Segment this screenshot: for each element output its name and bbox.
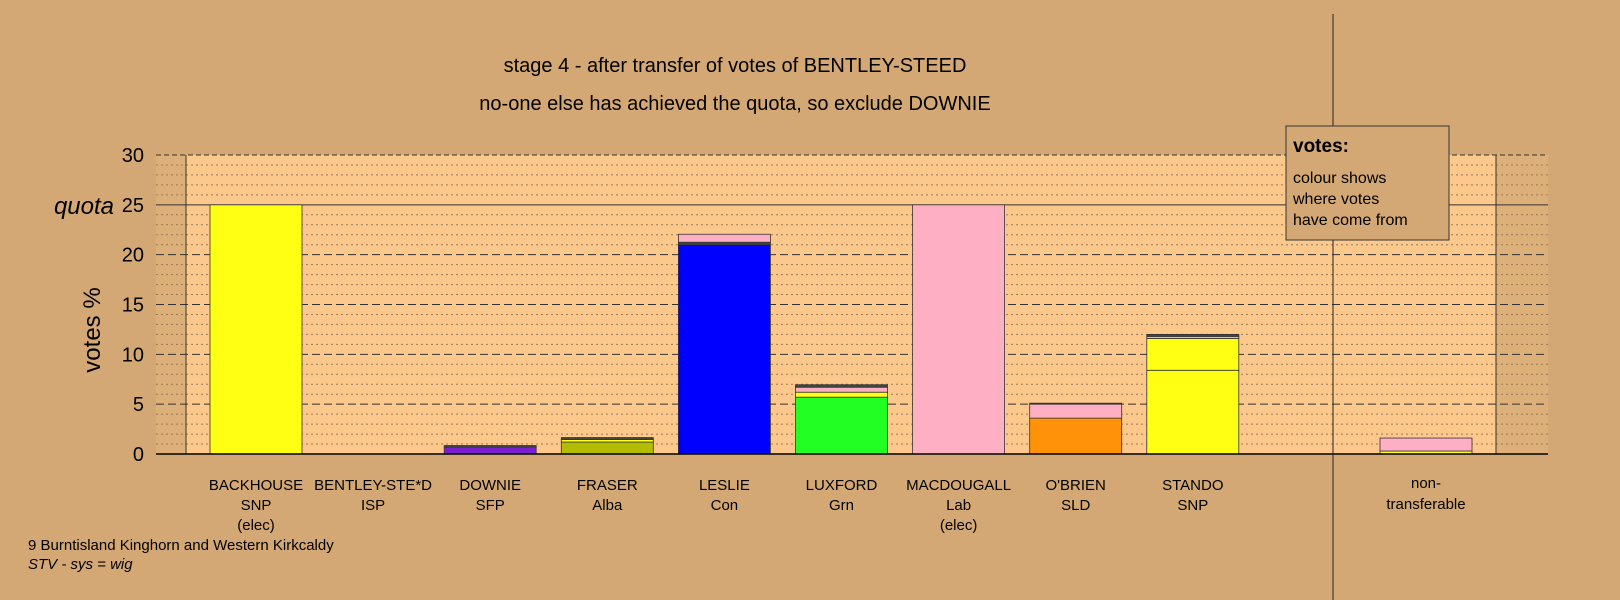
bar [1029, 402, 1123, 455]
x-tick-label: Con [711, 497, 739, 514]
bar-segment [678, 244, 771, 455]
legend-line: colour shows [1293, 170, 1386, 187]
bar-segment [209, 204, 303, 455]
footer-ward: 9 Burntisland Kinghorn and Western Kirkc… [28, 537, 334, 554]
bar-segment [560, 437, 654, 440]
y-axis: 0 5 10 15 20 25 30 [122, 145, 144, 466]
quota-label: quota [54, 193, 114, 220]
nontransferable-label: non- [1411, 475, 1441, 492]
x-tick-label: FRASER [577, 477, 638, 494]
bar [912, 204, 1005, 455]
y-tick-label: 10 [122, 344, 144, 366]
x-tick-label: O'BRIEN [1046, 477, 1106, 494]
x-tick-label: ISP [361, 497, 385, 514]
bar [560, 437, 654, 455]
footer-system: STV - sys = wig [28, 556, 133, 573]
bar [443, 445, 537, 455]
bar-segment [560, 441, 654, 455]
legend: votes: colour shows where votes have com… [1285, 125, 1450, 241]
x-tick-label: DOWNIE [459, 477, 521, 494]
chart-title: stage 4 - after transfer of votes of BEN… [504, 55, 967, 77]
bar [678, 233, 771, 455]
legend-line: where votes [1292, 191, 1379, 208]
y-tick-label: 20 [122, 245, 144, 267]
bar-segment [1029, 403, 1123, 419]
legend-box [1285, 125, 1450, 241]
bar-segment [1146, 369, 1240, 455]
y-tick-label: 30 [122, 145, 144, 167]
x-tick-label: (elec) [237, 517, 275, 534]
x-tick-label: SNP [241, 497, 272, 514]
x-tick-label: Alba [592, 497, 623, 514]
nontransferable-label: transferable [1386, 496, 1465, 513]
bar-segment [443, 446, 537, 455]
x-tick-label: MACDOUGALL [906, 477, 1011, 494]
bars [209, 204, 1473, 455]
bar-segment [1029, 417, 1123, 455]
chart-subtitle: no-one else has achieved the quota, so e… [479, 93, 990, 115]
bar [795, 384, 888, 455]
bar-segment [1146, 337, 1240, 371]
bar-segment [678, 233, 771, 243]
bar-segment [795, 384, 888, 388]
bar-segment [443, 445, 537, 448]
x-tick-label: BENTLEY-STE*D [314, 477, 432, 494]
bar-segment [795, 391, 888, 398]
y-axis-title: votes % [79, 287, 106, 372]
x-tick-label: Grn [829, 497, 854, 514]
x-tick-label: SFP [476, 497, 505, 514]
x-tick-label: (elec) [940, 517, 978, 534]
bar-segment [1029, 402, 1123, 405]
x-tick-label: LESLIE [699, 477, 750, 494]
legend-line: have come from [1293, 212, 1408, 229]
y-tick-label: 0 [133, 444, 144, 466]
x-tick-label: SNP [1177, 497, 1208, 514]
y-tick-label: 25 [122, 195, 144, 217]
x-tick-label: Lab [946, 497, 971, 514]
x-tick-label: STANDO [1162, 477, 1223, 494]
bar-segment [795, 386, 888, 393]
bar [209, 204, 303, 455]
bar-segment [1146, 333, 1240, 337]
y-tick-label: 5 [133, 394, 144, 416]
bar-segment [912, 204, 1005, 455]
x-tick-label: LUXFORD [806, 477, 878, 494]
bar-segment [795, 396, 888, 455]
bar-segment [1379, 437, 1473, 452]
x-axis-labels: BACKHOUSE SNP (elec) BENTLEY-STE*D ISP DOWNIE… [209, 475, 1466, 534]
x-tick-label: BACKHOUSE [209, 477, 303, 494]
y-tick-label: 15 [122, 295, 144, 317]
legend-title: votes: [1293, 136, 1349, 157]
bar [1146, 333, 1240, 455]
nontransferable-bar [1379, 437, 1473, 455]
x-tick-label: SLD [1061, 497, 1090, 514]
